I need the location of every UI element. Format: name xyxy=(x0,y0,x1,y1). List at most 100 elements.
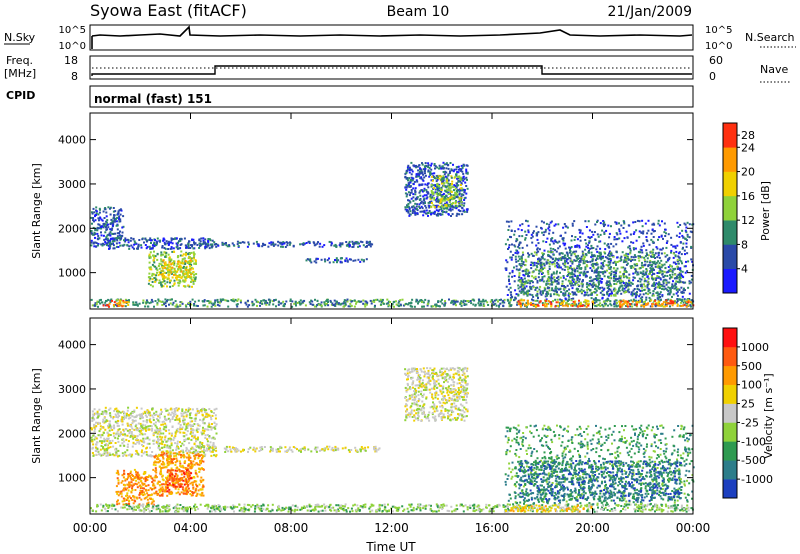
power-cell xyxy=(518,276,521,279)
power-cell xyxy=(670,251,672,254)
power-cell xyxy=(458,205,461,208)
power-cell xyxy=(264,243,267,246)
velocity-cell xyxy=(169,420,172,423)
power-cell xyxy=(463,302,466,305)
power-cell xyxy=(639,293,642,296)
power-cell xyxy=(629,303,632,306)
power-cell xyxy=(446,180,448,183)
power-cell xyxy=(657,219,660,222)
power-cell xyxy=(575,250,578,253)
power-cell xyxy=(656,294,659,297)
velocity-cell xyxy=(114,442,117,444)
power-cell xyxy=(191,298,194,301)
power-cell xyxy=(523,286,526,289)
power-cell xyxy=(408,184,411,187)
power-cell xyxy=(531,275,534,278)
power-cell xyxy=(642,293,645,296)
power-cell xyxy=(543,303,546,306)
power-cell xyxy=(609,283,612,286)
power-cell xyxy=(632,247,635,250)
power-cell xyxy=(193,243,196,246)
power-cell xyxy=(668,302,671,305)
power-cell xyxy=(96,232,99,235)
power-cell xyxy=(109,234,112,237)
power-cell xyxy=(463,189,466,191)
power-cell xyxy=(463,191,466,194)
power-cell xyxy=(677,298,680,301)
power-cell xyxy=(545,298,548,301)
power-cell xyxy=(154,278,157,281)
power-cell xyxy=(113,247,116,250)
velocity-cell xyxy=(206,438,209,441)
power-cell xyxy=(519,285,522,288)
power-cell xyxy=(581,280,584,283)
power-cell xyxy=(657,254,660,257)
power-cell xyxy=(448,186,451,189)
power-cell xyxy=(532,231,535,234)
power-cell xyxy=(202,241,205,243)
power-cell xyxy=(675,277,678,280)
power-cell xyxy=(569,249,571,251)
velocity-cell xyxy=(190,425,193,428)
power-cell xyxy=(466,210,469,213)
power-cell xyxy=(346,298,349,301)
power-cell xyxy=(601,290,604,293)
power-cell xyxy=(609,274,612,277)
power-cell xyxy=(661,294,664,297)
power-cell xyxy=(658,262,661,265)
velocity-cell xyxy=(144,428,147,431)
power-cell xyxy=(427,211,430,214)
power-cell xyxy=(582,279,584,282)
velocity-cell xyxy=(178,420,181,423)
power-cell xyxy=(231,299,234,302)
power-cell xyxy=(651,270,654,273)
power-cell xyxy=(678,272,681,274)
power-cell xyxy=(654,252,657,255)
power-cell xyxy=(493,299,496,302)
power-cell xyxy=(684,253,686,256)
power-cell xyxy=(153,257,156,260)
velocity-cell xyxy=(180,450,183,453)
power-cell xyxy=(184,272,187,275)
power-cell xyxy=(642,304,645,307)
power-cell xyxy=(605,282,608,285)
power-cell xyxy=(438,174,441,177)
power-cell xyxy=(411,206,414,209)
power-cell xyxy=(399,299,402,302)
power-cell xyxy=(569,272,572,275)
power-cell xyxy=(557,304,559,307)
power-cell xyxy=(420,200,423,203)
power-cell xyxy=(653,262,656,265)
power-cell xyxy=(551,287,554,290)
power-cell xyxy=(156,237,159,240)
power-cell xyxy=(459,205,462,208)
power-cell xyxy=(530,267,533,270)
power-cell xyxy=(163,302,166,304)
power-cell xyxy=(465,192,468,195)
power-cell xyxy=(145,240,148,243)
power-cell xyxy=(587,300,590,303)
velocity-cell xyxy=(109,434,112,436)
power-cell xyxy=(438,208,441,211)
power-cell xyxy=(563,285,565,288)
power-cell xyxy=(534,277,537,280)
power-cell xyxy=(535,286,537,289)
power-cell xyxy=(120,236,123,239)
power-cell xyxy=(540,279,543,282)
power-cell xyxy=(506,298,509,301)
power-cell xyxy=(465,176,468,179)
power-cell xyxy=(426,182,429,185)
power-cell xyxy=(674,262,677,265)
power-cell xyxy=(573,278,576,281)
y-tick-label: 1000 xyxy=(58,267,86,280)
power-cell xyxy=(206,300,209,302)
power-cell xyxy=(685,239,688,242)
power-cell xyxy=(465,185,468,187)
power-cell xyxy=(94,228,97,231)
power-cell xyxy=(598,274,601,277)
power-cell xyxy=(526,294,529,297)
power-cell xyxy=(170,263,173,266)
velocity-cell xyxy=(136,439,139,441)
power-cell xyxy=(411,212,414,214)
power-cell xyxy=(445,198,448,201)
